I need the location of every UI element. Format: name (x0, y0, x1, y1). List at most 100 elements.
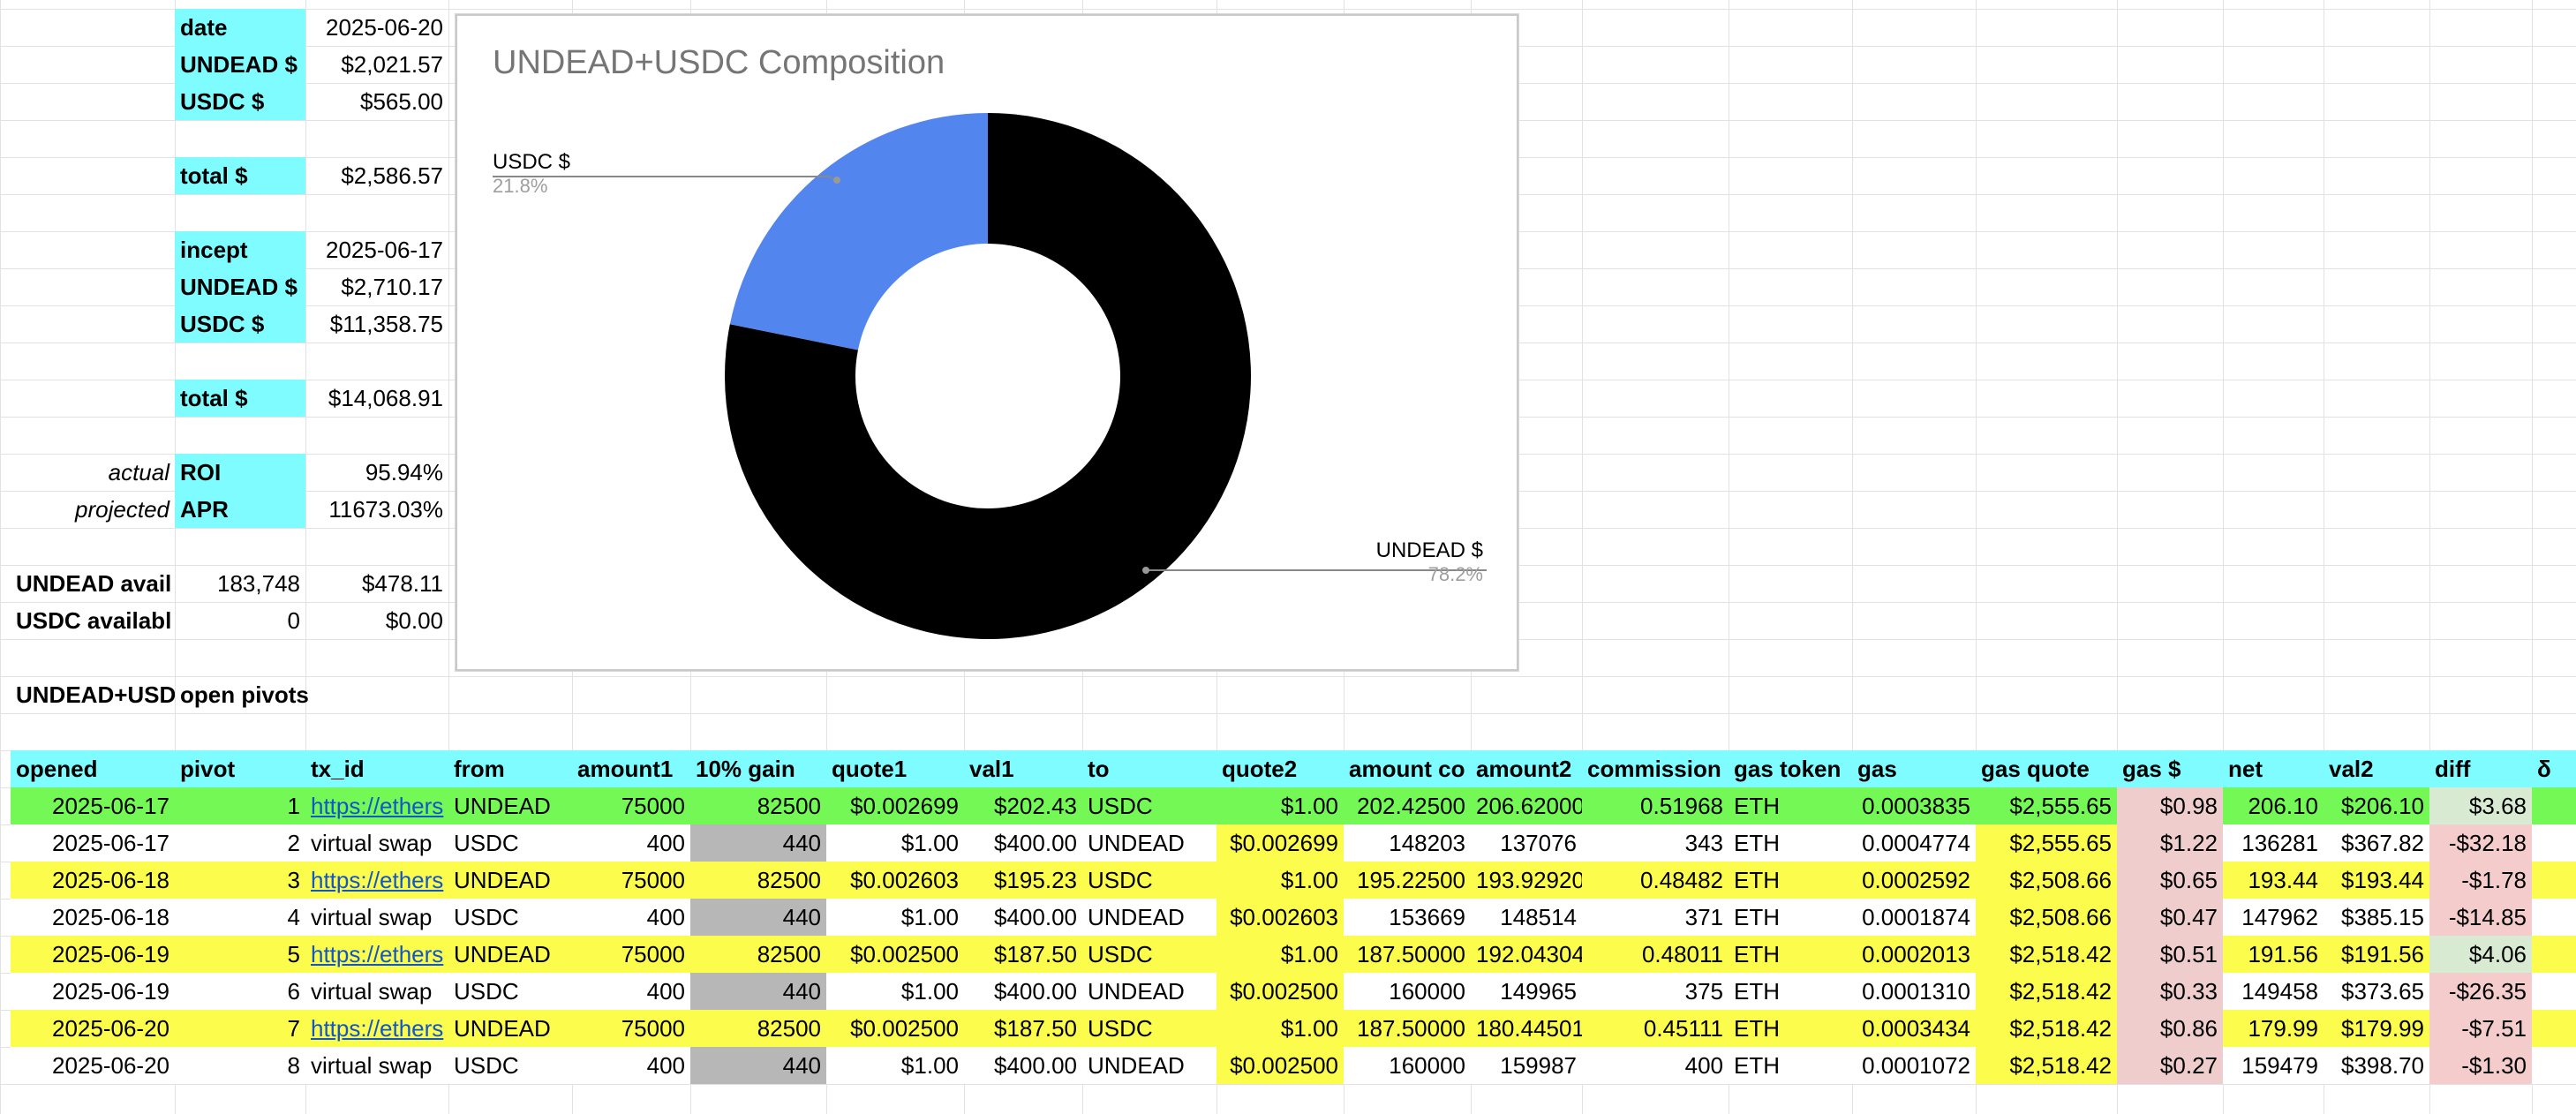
cell-commission[interactable]: 0.51968 (1582, 787, 1729, 824)
cell-opened[interactable]: 2025-06-19 (11, 973, 175, 1010)
cell-val1[interactable]: $202.43 (964, 787, 1082, 824)
cell-to[interactable]: UNDEAD (1082, 973, 1216, 1010)
cell-amount1[interactable]: 75000 (572, 787, 690, 824)
cell-pivot[interactable]: 4 (175, 899, 305, 936)
cell-tx-id[interactable]: virtual swap (305, 973, 448, 1010)
cell-net[interactable]: 193.44 (2223, 862, 2324, 899)
cell-gas-quote[interactable]: $2,518.42 (1976, 973, 2117, 1010)
usdc-avail-qty[interactable]: 0 (287, 607, 300, 634)
cell-tx-id[interactable]: https://ethers (305, 787, 448, 824)
header-tx-id[interactable]: tx_id (305, 750, 448, 787)
cell-quote2[interactable]: $0.002699 (1216, 824, 1344, 862)
cell-commission[interactable]: 375 (1582, 973, 1729, 1010)
cell-gas[interactable]: 0.0002592 (1852, 862, 1976, 899)
cell-amount-co[interactable]: 160000 (1344, 1047, 1471, 1084)
cell-gas[interactable]: 0.0004774 (1852, 824, 1976, 862)
cell-opened[interactable]: 2025-06-17 (11, 824, 175, 862)
cell-gas-token[interactable]: ETH (1729, 824, 1852, 862)
cell-pivot[interactable]: 1 (175, 787, 305, 824)
cell-amount2[interactable]: 180.44501 (1471, 1010, 1582, 1047)
header-from[interactable]: from (448, 750, 572, 787)
cell-to[interactable]: USDC (1082, 862, 1216, 899)
header-pivot[interactable]: pivot (175, 750, 305, 787)
date-value[interactable]: 2025-06-20 (326, 14, 443, 41)
cell-gas[interactable]: $0.51 (2117, 936, 2223, 973)
cell-amount1[interactable]: 400 (572, 899, 690, 936)
cell-val2[interactable]: $179.99 (2324, 1010, 2429, 1047)
cell-amount1[interactable]: 400 (572, 824, 690, 862)
header-amount1[interactable]: amount1 (572, 750, 690, 787)
cell-gas-token[interactable]: ETH (1729, 1010, 1852, 1047)
cell-val1[interactable]: $400.00 (964, 1047, 1082, 1084)
cell-commission[interactable]: 400 (1582, 1047, 1729, 1084)
cell-val1[interactable]: $187.50 (964, 936, 1082, 973)
cell-10-gain[interactable]: 440 (690, 899, 826, 936)
cell-amount-co[interactable]: 187.50000 (1344, 1010, 1471, 1047)
roi-prefix[interactable]: actual (108, 459, 169, 485)
cell-amount-co[interactable]: 160000 (1344, 973, 1471, 1010)
cell-quote1[interactable]: $1.00 (826, 824, 964, 862)
cell-pivot[interactable]: 8 (175, 1047, 305, 1084)
cell-[interactable] (2532, 899, 2576, 936)
incept-total-value[interactable]: $14,068.91 (328, 385, 443, 411)
cell-from[interactable]: UNDEAD (448, 862, 572, 899)
cell-commission[interactable]: 371 (1582, 899, 1729, 936)
cell-pivot[interactable]: 2 (175, 824, 305, 862)
cell-gas-token[interactable]: ETH (1729, 787, 1852, 824)
cell-to[interactable]: USDC (1082, 1010, 1216, 1047)
cell-gas[interactable]: $0.33 (2117, 973, 2223, 1010)
cell-gas[interactable]: 0.0003835 (1852, 787, 1976, 824)
cell-pivot[interactable]: 7 (175, 1010, 305, 1047)
cell-pivot[interactable]: 3 (175, 862, 305, 899)
total-label[interactable]: total $ (175, 157, 305, 194)
cell-to[interactable]: UNDEAD (1082, 899, 1216, 936)
cell-amount-co[interactable]: 153669 (1344, 899, 1471, 936)
undead-avail-qty[interactable]: 183,748 (217, 570, 300, 597)
cell-to[interactable]: USDC (1082, 936, 1216, 973)
cell-val2[interactable]: $191.56 (2324, 936, 2429, 973)
cell-amount1[interactable]: 75000 (572, 936, 690, 973)
cell-[interactable] (2532, 787, 2576, 824)
cell-net[interactable]: 179.99 (2223, 1010, 2324, 1047)
cell-gas-token[interactable]: ETH (1729, 973, 1852, 1010)
pivots-title-a[interactable]: UNDEAD+USD (16, 681, 175, 708)
cell-amount2[interactable]: 206.62000 (1471, 787, 1582, 824)
cell-amount2[interactable]: 137076 (1471, 824, 1582, 862)
usdc-usd-value[interactable]: $565.00 (360, 88, 443, 115)
cell-gas-quote[interactable]: $2,518.42 (1976, 936, 2117, 973)
cell-net[interactable]: 147962 (2223, 899, 2324, 936)
header-val2[interactable]: val2 (2324, 750, 2429, 787)
roi-label[interactable]: ROI (175, 454, 305, 491)
cell-amount1[interactable]: 400 (572, 1047, 690, 1084)
incept-undead-label[interactable]: UNDEAD $ (175, 268, 305, 305)
cell-val2[interactable]: $373.65 (2324, 973, 2429, 1010)
cell-amount-co[interactable]: 202.42500 (1344, 787, 1471, 824)
header-gas-quote[interactable]: gas quote (1976, 750, 2117, 787)
cell-net[interactable]: 159479 (2223, 1047, 2324, 1084)
cell-gas[interactable]: $0.47 (2117, 899, 2223, 936)
cell-amount2[interactable]: 193.92920 (1471, 862, 1582, 899)
cell-gas[interactable]: 0.0003434 (1852, 1010, 1976, 1047)
cell-[interactable] (2532, 824, 2576, 862)
cell-10-gain[interactable]: 440 (690, 973, 826, 1010)
cell-quote1[interactable]: $1.00 (826, 973, 964, 1010)
apr-value[interactable]: 11673.03% (328, 496, 443, 523)
usdc-usd-label[interactable]: USDC $ (175, 83, 305, 120)
cell-val1[interactable]: $400.00 (964, 824, 1082, 862)
cell-amount-co[interactable]: 195.22500 (1344, 862, 1471, 899)
cell-amount1[interactable]: 75000 (572, 1010, 690, 1047)
cell-amount2[interactable]: 149965 (1471, 973, 1582, 1010)
header-quote2[interactable]: quote2 (1216, 750, 1344, 787)
composition-chart[interactable]: UNDEAD+USDC Composition USDC $ 21.8% UND… (456, 14, 1518, 671)
cell-val1[interactable]: $195.23 (964, 862, 1082, 899)
header-val1[interactable]: val1 (964, 750, 1082, 787)
cell-tx-id[interactable]: virtual swap (305, 899, 448, 936)
cell-quote2[interactable]: $1.00 (1216, 862, 1344, 899)
cell-diff[interactable]: $3.68 (2429, 787, 2532, 824)
incept-total-label[interactable]: total $ (175, 380, 305, 417)
cell-commission[interactable]: 0.48482 (1582, 862, 1729, 899)
cell-commission[interactable]: 343 (1582, 824, 1729, 862)
header-10-gain[interactable]: 10% gain (690, 750, 826, 787)
cell-10-gain[interactable]: 82500 (690, 862, 826, 899)
header-gas[interactable]: gas $ (2117, 750, 2223, 787)
